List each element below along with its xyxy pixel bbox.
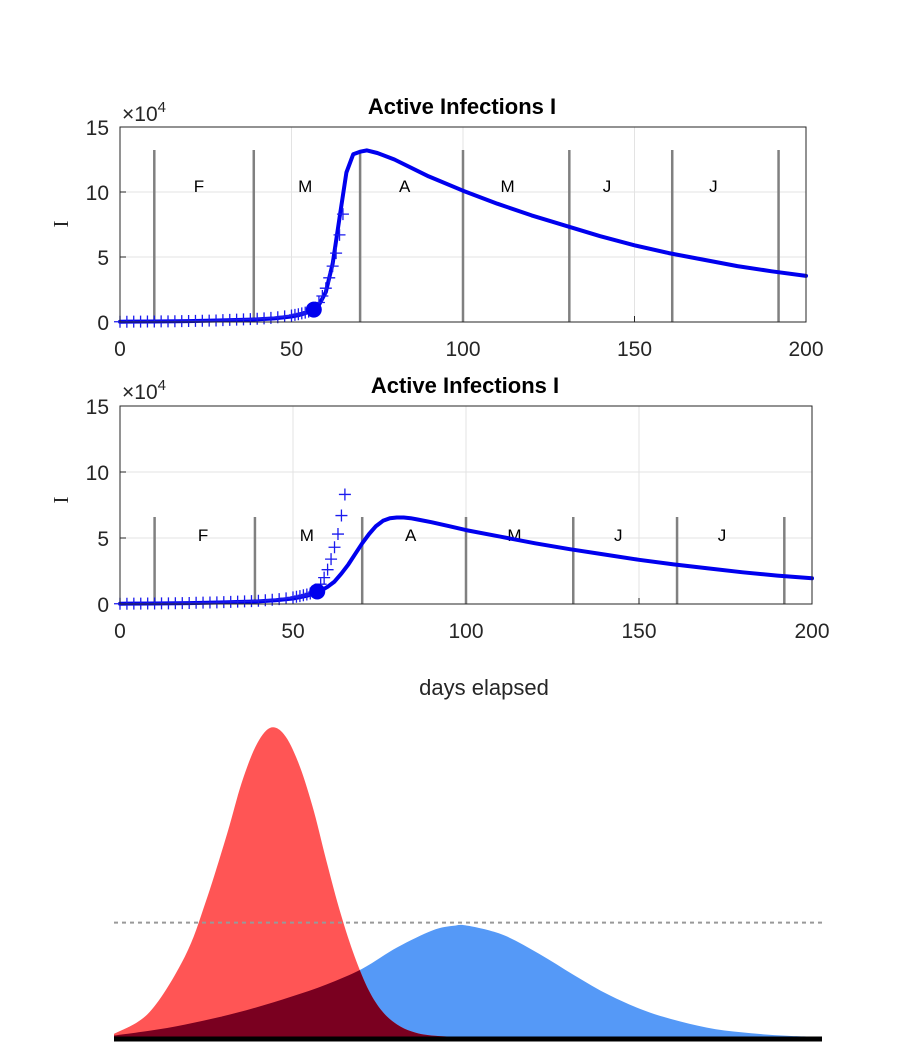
top-chart-title: Active Infections I [368, 94, 556, 119]
middle-x-tick-label: 150 [621, 620, 656, 643]
middle-y-tick-label: 5 [97, 528, 109, 551]
middle-x-tick-label: 100 [448, 620, 483, 643]
top-data-point [323, 271, 336, 284]
middle-axes-box [119, 405, 813, 605]
middle-y-tick-label: 10 [86, 462, 109, 485]
middle-y-axis-label: I [49, 497, 73, 504]
middle-y-tick-labels: 0 5 10 15 [86, 396, 109, 617]
middle-x-tick-label: 50 [281, 620, 304, 643]
curve-areas [114, 727, 822, 1038]
middle-chart-title: Active Infections I [371, 373, 559, 398]
middle-y-multiplier-exponent: 4 [158, 377, 166, 394]
top-data-point [278, 310, 291, 323]
peak-curve-area [114, 727, 822, 1038]
top-month-label: J [603, 177, 612, 196]
top-month-label: M [298, 177, 312, 196]
top-data-point [319, 282, 332, 295]
top-x-tick-labels: 0 50 100 150 200 [114, 338, 823, 361]
top-month-label: M [501, 177, 515, 196]
top-y-tick-label: 5 [97, 247, 109, 270]
middle-data-point [331, 528, 344, 541]
top-month-markers [153, 150, 780, 322]
top-y-tick-label: 0 [97, 312, 109, 335]
middle-data-point [325, 553, 338, 566]
x-axis-label: days elapsed [419, 675, 549, 700]
middle-y-tick-label: 0 [97, 594, 109, 617]
top-y-tick-labels: 0 5 10 15 [86, 117, 109, 335]
top-x-tick-label: 50 [280, 338, 303, 361]
middle-month-label: M [300, 526, 314, 545]
top-axes-box [119, 126, 807, 323]
middle-data-point [338, 488, 351, 501]
middle-x-tick-label: 200 [794, 620, 829, 643]
top-x-tick-label: 200 [788, 338, 823, 361]
top-month-label: F [194, 177, 204, 196]
top-x-tick-label: 100 [445, 338, 480, 361]
middle-month-label: F [198, 526, 208, 545]
top-data-point [316, 290, 329, 302]
top-current-day-marker [305, 301, 322, 318]
middle-x-tick-label: 0 [114, 620, 126, 643]
middle-data-point [318, 571, 331, 584]
middle-data-point [328, 541, 341, 554]
middle-data-point [273, 593, 286, 606]
top-data-point [271, 311, 284, 324]
middle-series [114, 488, 814, 610]
top-y-multiplier-exponent: 4 [158, 99, 166, 116]
top-line-chart: F M A M J J 0 50 100 150 200 0 5 10 15 Active Infect… [49, 94, 824, 361]
middle-data-point [321, 563, 334, 576]
top-month-label: J [709, 177, 718, 196]
top-data-point [326, 260, 339, 273]
top-data-point [336, 208, 349, 221]
middle-x-tick-labels: 0 50 100 150 200 [114, 620, 829, 643]
top-y-multiplier: ×104 [122, 99, 166, 126]
middle-month-label: A [405, 526, 417, 545]
top-data-point [330, 247, 343, 260]
top-y-tick-label: 15 [86, 117, 109, 140]
flatten-curve-illustration [114, 727, 822, 1042]
top-month-label: A [399, 177, 411, 196]
middle-current-day-marker [309, 583, 326, 600]
middle-y-multiplier-base: ×10 [122, 381, 158, 404]
top-y-tick-label: 10 [86, 182, 109, 205]
top-data-point [333, 228, 346, 241]
middle-month-label: J [614, 526, 623, 545]
middle-month-label: J [718, 526, 727, 545]
top-x-tick-label: 0 [114, 338, 126, 361]
top-y-multiplier-base: ×10 [122, 103, 158, 126]
middle-y-multiplier: ×104 [122, 377, 166, 404]
middle-data-point [335, 509, 348, 522]
middle-y-tick-label: 15 [86, 396, 109, 419]
middle-month-markers [153, 517, 786, 604]
top-y-axis-label: I [49, 221, 73, 228]
middle-data-point [280, 592, 293, 605]
top-x-tick-label: 150 [617, 338, 652, 361]
